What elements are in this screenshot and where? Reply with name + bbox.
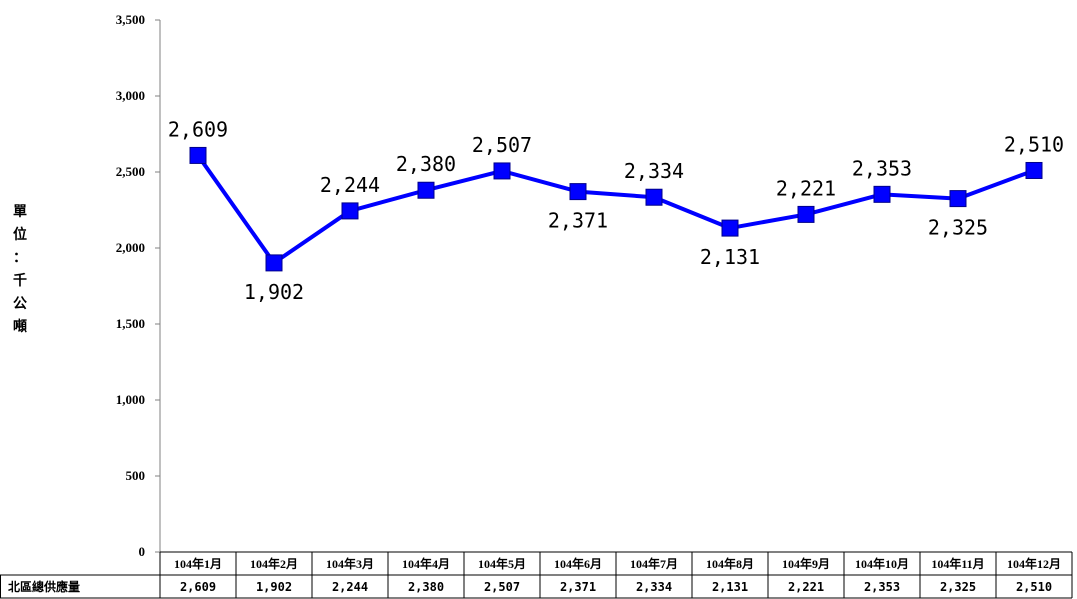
data-point-marker [189,146,207,164]
x-category-label: 104年9月 [782,556,830,571]
data-label: 2,353 [852,156,912,180]
y-tick-label: 1,500 [116,316,145,331]
table-row-header: 北區總供應量 [8,579,80,594]
y-tick-label: 2,000 [116,240,145,255]
x-category-label: 104年3月 [326,556,374,571]
y-tick-label: 2,500 [116,164,145,179]
data-point-marker [341,202,359,220]
data-label: 2,221 [776,176,836,200]
x-category-label: 104年4月 [402,556,450,571]
data-point-marker [417,181,435,199]
data-label: 2,244 [320,173,380,197]
data-point-marker [569,183,587,201]
y-tick-label: 1,000 [116,392,145,407]
data-point-marker [949,190,967,208]
x-category-label: 104年10月 [855,556,909,571]
y-tick-label: 3,500 [116,12,145,27]
y-tick-label: 0 [139,544,146,559]
data-table: 北區總供應量 104年1月 2,609 104年2月 1,902 104年3月 2,244 1… [0,551,1073,599]
y-tick-label: 3,000 [116,88,145,103]
data-point-marker [797,205,815,223]
y-axis-unit-label: 單位：千公噸 [13,204,27,335]
x-category-label: 104年8月 [706,556,754,571]
table-cell: 2,609 [180,580,216,594]
data-point-marker [1025,161,1043,179]
table-cell: 2,380 [408,580,444,594]
table-cell: 2,507 [484,580,520,594]
y-axis: 0 500 1,000 1,500 2,000 2,500 3,000 3,500 [116,12,161,559]
series-line-path [196,154,1035,265]
x-category-label: 104年2月 [250,556,298,571]
table-cell: 2,510 [1016,580,1052,594]
data-label: 2,380 [396,152,456,176]
x-category-label: 104年6月 [554,556,602,571]
data-labels: 2,609 1,902 2,244 2,380 2,507 2,371 2,334 2,131… [168,117,1064,303]
table-cell: 2,325 [940,580,976,594]
data-label: 1,902 [244,280,304,304]
table-cell: 2,131 [712,580,748,594]
table-cell: 2,244 [332,580,368,594]
data-label: 2,325 [928,216,988,240]
x-category-label: 104年1月 [174,556,222,571]
table-cell: 2,371 [560,580,596,594]
x-category-label: 104年11月 [931,556,984,571]
data-label: 2,334 [624,159,684,183]
x-category-label: 104年5月 [478,556,526,571]
data-label: 2,371 [548,209,608,233]
data-label: 2,131 [700,245,760,269]
table-cell: 1,902 [256,580,292,594]
data-point-marker [493,162,511,180]
x-category-label: 104年12月 [1007,556,1061,571]
x-category-label: 104年7月 [630,556,678,571]
series-line [189,146,1043,272]
data-point-marker [721,219,739,237]
data-point-marker [645,188,663,206]
table-cell: 2,334 [636,580,672,594]
data-point-marker [873,185,891,203]
data-label: 2,510 [1004,132,1064,156]
table-cell: 2,221 [788,580,824,594]
y-axis-unit-label-text: 單位：千公噸 [13,204,27,335]
data-point-marker [265,254,283,272]
data-label: 2,507 [472,133,532,157]
y-tick-label: 500 [126,468,146,483]
table-cell: 2,353 [864,580,900,594]
data-label: 2,609 [168,117,228,141]
